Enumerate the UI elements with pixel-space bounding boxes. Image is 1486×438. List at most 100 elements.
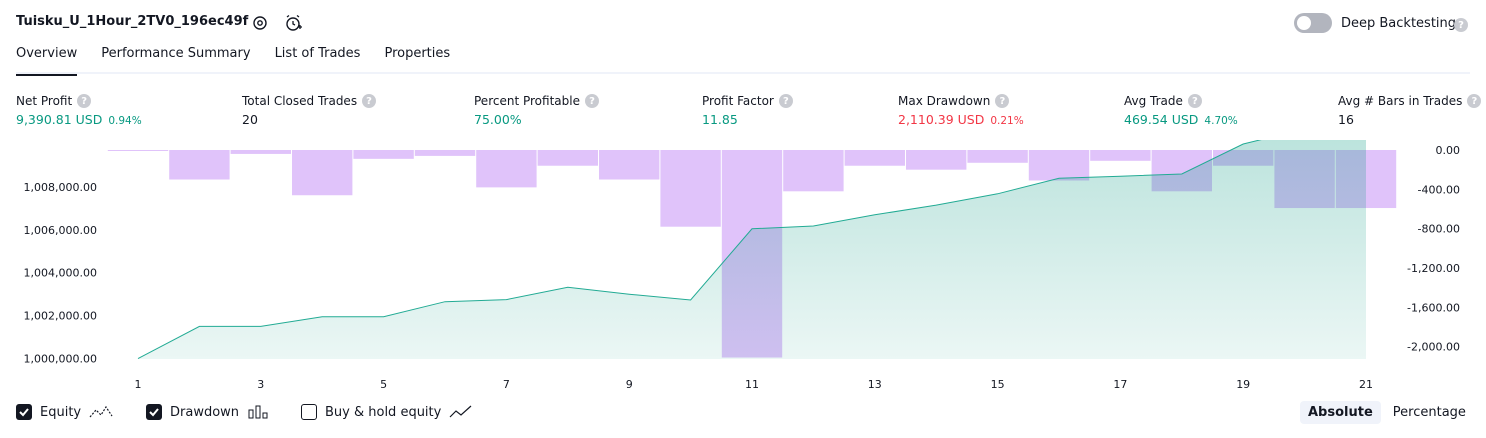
buy-hold-line-icon <box>449 405 472 418</box>
drawdown-bars-icon <box>248 405 268 419</box>
drawdown-bar <box>1090 150 1151 161</box>
equity-checkbox[interactable] <box>16 404 32 420</box>
toggle-knob <box>1297 16 1311 30</box>
x-tick-label: 3 <box>257 378 264 391</box>
drawdown-bar <box>599 150 660 180</box>
metric-value: 16 <box>1338 112 1354 127</box>
x-tick-label: 13 <box>868 378 882 391</box>
y-right-tick-label: -1,200.00 <box>1407 262 1460 275</box>
y-right-tick-label: 0.00 <box>1436 144 1461 157</box>
absolute-button[interactable]: Absolute <box>1300 401 1381 424</box>
equity-legend-label: Equity <box>40 404 82 420</box>
metric-value: 11.85 <box>702 112 738 127</box>
drawdown-bar <box>660 150 721 227</box>
metric-value: 9,390.81 USD <box>16 112 103 127</box>
metric-percent: 0.94% <box>108 115 142 127</box>
drawdown-bar <box>1028 150 1090 181</box>
info-icon[interactable]: ? <box>1187 94 1202 108</box>
x-tick-label: 15 <box>991 378 1005 391</box>
add-alert-clock-icon[interactable] <box>283 12 305 34</box>
legend-drawdown[interactable]: Drawdown <box>146 404 269 420</box>
metric-avg-trade: Avg Trade? 469.54 USD 4.70% <box>1124 94 1238 127</box>
drawdown-bar <box>783 150 844 192</box>
metric-value: 20 <box>242 112 258 127</box>
y-right-tick-label: -2,000.00 <box>1407 341 1460 354</box>
info-icon[interactable]: ? <box>995 94 1010 108</box>
y-right-tick-label: -800.00 <box>1418 223 1460 236</box>
metric-profit-factor: Profit Factor? 11.85 <box>702 94 793 127</box>
tab-performance-summary[interactable]: Performance Summary <box>101 46 251 61</box>
tab-list-of-trades[interactable]: List of Trades <box>274 46 361 61</box>
x-tick-label: 21 <box>1359 378 1373 391</box>
deep-backtesting-label: Deep Backtesting <box>1341 16 1457 31</box>
metric-value: 469.54 USD <box>1124 112 1199 127</box>
drawdown-bar <box>169 150 230 180</box>
info-icon[interactable]: ? <box>362 94 377 108</box>
legend-buy-hold[interactable]: Buy & hold equity <box>301 404 473 420</box>
y-right-tick-label: -400.00 <box>1418 183 1460 196</box>
buy-hold-checkbox[interactable] <box>301 404 317 420</box>
drawdown-bar <box>967 150 1028 163</box>
deep-backtesting-help-icon[interactable]: ? <box>1454 18 1468 32</box>
strategy-title: Tuisku_U_1Hour_2TV0_196ec49f <box>16 14 249 29</box>
tab-properties[interactable]: Properties <box>384 46 451 61</box>
drawdown-bar <box>292 150 353 196</box>
metric-total-closed-trades: Total Closed Trades? 20 <box>242 94 377 127</box>
legend-equity[interactable]: Equity <box>16 404 113 420</box>
metric-value: 75.00% <box>474 112 522 127</box>
x-tick-label: 17 <box>1113 378 1127 391</box>
y-left-tick-label: 1,000,000.00 <box>24 353 97 366</box>
info-icon[interactable]: ? <box>1467 94 1482 108</box>
metric-max-drawdown: Max Drawdown? 2,110.39 USD 0.21% <box>898 94 1024 127</box>
info-icon[interactable]: ? <box>77 94 92 108</box>
y-left-tick-label: 1,004,000.00 <box>24 267 97 280</box>
metric-percent: 4.70% <box>1204 115 1238 127</box>
tab-bar: Overview Performance Summary List of Tra… <box>16 46 474 76</box>
drawdown-bar <box>537 150 598 166</box>
metric-label: Avg # Bars in Trades <box>1338 94 1463 108</box>
tab-divider <box>16 72 1470 74</box>
drawdown-bar <box>230 150 291 154</box>
buy-hold-legend-label: Buy & hold equity <box>325 404 442 420</box>
metric-label: Net Profit <box>16 94 73 108</box>
drawdown-legend-label: Drawdown <box>170 404 240 420</box>
percentage-button[interactable]: Percentage <box>1392 405 1466 420</box>
metric-net-profit: Net Profit? 9,390.81 USD 0.94% <box>16 94 142 127</box>
drawdown-bar <box>414 150 476 156</box>
drawdown-bar <box>476 150 537 188</box>
x-tick-label: 1 <box>135 378 142 391</box>
y-left-tick-label: 1,006,000.00 <box>24 224 97 237</box>
metric-label: Profit Factor <box>702 94 774 108</box>
y-left-tick-label: 1,002,000.00 <box>24 310 97 323</box>
metric-avg-bars: Avg # Bars in Trades? 16 <box>1338 94 1482 127</box>
equity-drawdown-chart[interactable]: 1,000,000.00 1,002,000.00 1,004,000.00 1,00… <box>0 140 1486 395</box>
x-tick-label: 19 <box>1236 378 1250 391</box>
drawdown-checkbox[interactable] <box>146 404 162 420</box>
info-icon[interactable]: ? <box>584 94 599 108</box>
drawdown-bar <box>107 150 169 151</box>
x-tick-label: 11 <box>745 378 759 391</box>
deep-backtesting-toggle[interactable] <box>1294 13 1332 33</box>
metric-label: Max Drawdown <box>898 94 991 108</box>
tab-overview[interactable]: Overview <box>16 46 78 76</box>
x-tick-label: 9 <box>626 378 633 391</box>
x-tick-label: 5 <box>380 378 387 391</box>
equity-line-icon <box>89 405 113 418</box>
metric-percent-profitable: Percent Profitable? 75.00% <box>474 94 599 127</box>
equity-area <box>138 140 1366 359</box>
info-icon[interactable]: ? <box>778 94 793 108</box>
x-tick-label: 7 <box>503 378 510 391</box>
drawdown-bar <box>353 150 414 159</box>
metric-value: 2,110.39 USD <box>898 112 985 127</box>
drawdown-bar <box>906 150 967 170</box>
display-mode-switch: Absolute Percentage <box>1300 401 1474 424</box>
y-left-tick-label: 1,008,000.00 <box>24 181 97 194</box>
settings-gear-icon[interactable] <box>249 12 271 34</box>
equity-line <box>137 140 1262 360</box>
metric-label: Total Closed Trades <box>242 94 358 108</box>
metric-percent: 0.21% <box>990 115 1024 127</box>
drawdown-bar <box>844 150 905 166</box>
metric-label: Percent Profitable <box>474 94 580 108</box>
metric-label: Avg Trade <box>1124 94 1183 108</box>
y-right-tick-label: -1,600.00 <box>1407 301 1460 314</box>
